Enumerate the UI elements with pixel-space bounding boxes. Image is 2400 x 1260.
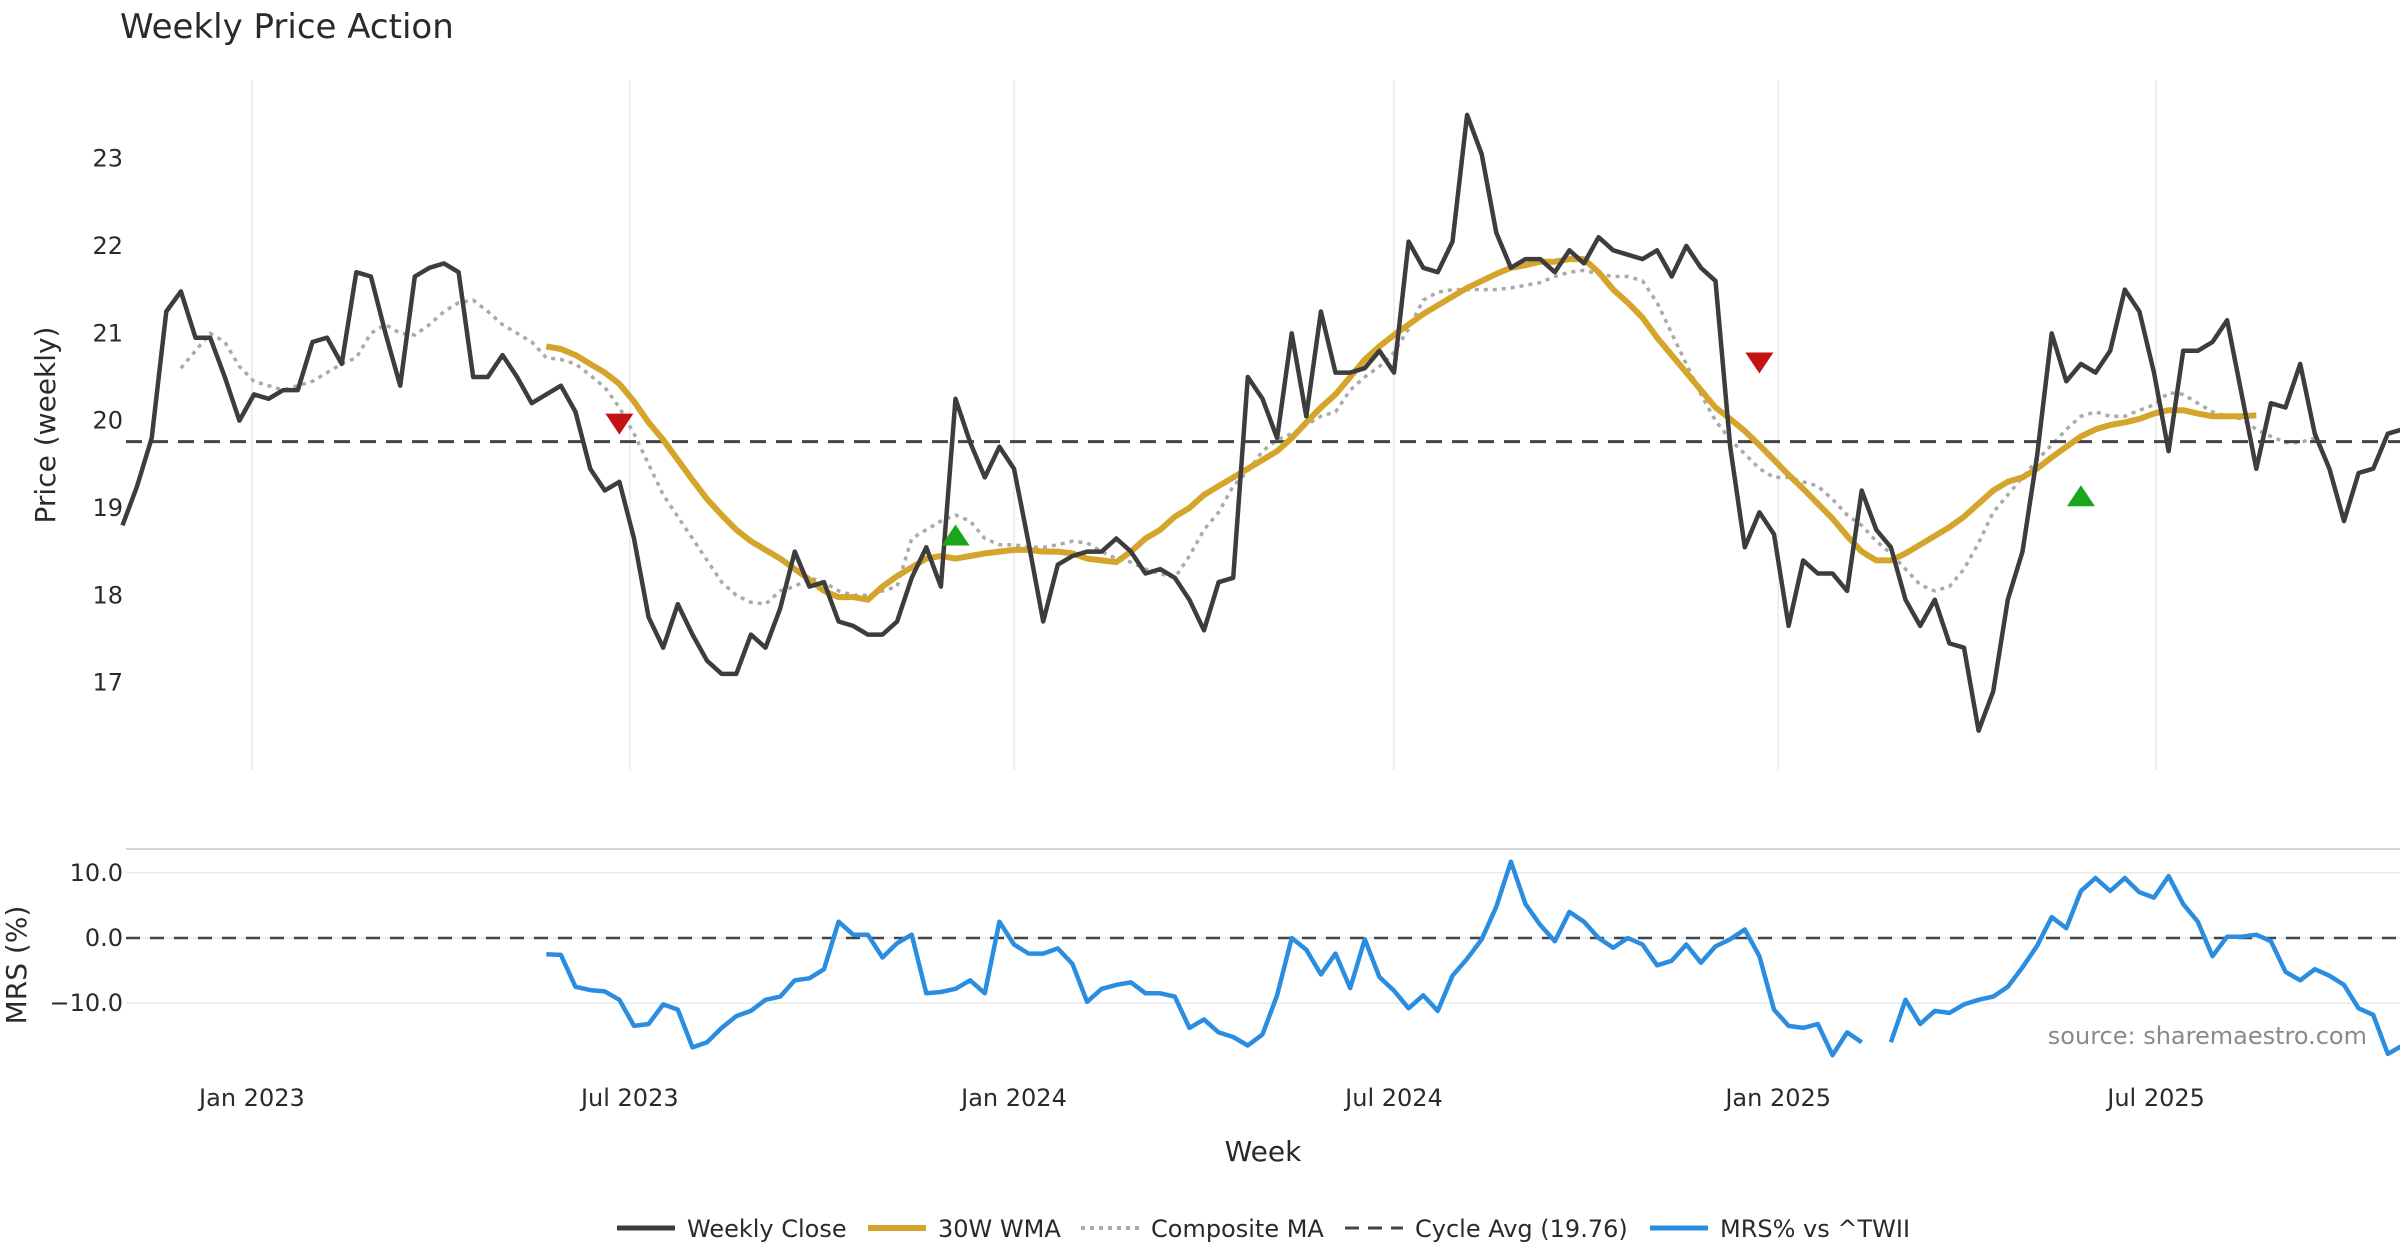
x-axis-label: Week <box>1225 1135 1302 1168</box>
price-series <box>120 112 2400 733</box>
price-y-tick-21: 21 <box>92 319 123 347</box>
series-composite-ma <box>179 268 2316 606</box>
x-tick-2: Jan 2024 <box>959 1084 1067 1112</box>
price-y-tick-18: 18 <box>92 581 123 609</box>
series-weekly-close <box>120 112 2400 733</box>
mrs-series <box>126 859 2400 1058</box>
x-tick-3: Jul 2024 <box>1343 1084 1443 1112</box>
source-label: source: sharemaestro.com <box>2048 1022 2367 1050</box>
legend-item-cycle-avg: Cycle Avg (19.76) <box>1345 1215 1628 1243</box>
x-axis-ticks: Jan 2023 Jul 2023 Jan 2024 Jul 2024 Jan 2025… <box>197 1084 2205 1112</box>
legend-label-mrs: MRS% vs ^TWII <box>1720 1215 1910 1243</box>
chart-title: Weekly Price Action <box>120 7 454 47</box>
price-y-tick-20: 20 <box>92 407 123 435</box>
mrs-y-ticks: 10.0 0.0 −10.0 <box>49 859 123 1017</box>
mrs-y-axis-label: MRS (%) <box>0 906 33 1025</box>
x-tick-4: Jan 2025 <box>1723 1084 1831 1112</box>
buy-signal-marker-3 <box>2066 485 2095 507</box>
price-y-tick-22: 22 <box>92 232 123 260</box>
legend-label-weekly-close: Weekly Close <box>687 1215 847 1243</box>
legend-item-composite-ma: Composite MA <box>1081 1215 1324 1243</box>
x-tick-0: Jan 2023 <box>197 1084 305 1112</box>
price-y-axis-label: Price (weekly) <box>29 327 62 524</box>
price-y-tick-17: 17 <box>92 669 123 697</box>
series-mrs <box>546 859 2400 1058</box>
price-y-ticks: 17 18 19 20 21 22 23 <box>92 145 123 697</box>
price-y-tick-23: 23 <box>92 145 123 173</box>
mrs-y-tick-2: −10.0 <box>49 989 123 1017</box>
legend-label-cycle-avg: Cycle Avg (19.76) <box>1415 1215 1628 1243</box>
legend-item-weekly-close: Weekly Close <box>617 1215 847 1243</box>
price-y-tick-19: 19 <box>92 494 123 522</box>
buy-signal-marker-1 <box>941 524 970 546</box>
legend: Weekly Close 30W WMA Composite MA Cycle Avg… <box>617 1215 1910 1243</box>
series-30w-wma <box>545 256 2257 603</box>
signal-markers <box>605 352 2095 546</box>
legend-item-30w-wma: 30W WMA <box>868 1215 1061 1243</box>
legend-label-composite-ma: Composite MA <box>1151 1215 1324 1243</box>
price-grid <box>251 80 2157 770</box>
legend-label-30w-wma: 30W WMA <box>938 1215 1061 1243</box>
sell-signal-marker-0 <box>605 413 634 435</box>
x-tick-5: Jul 2025 <box>2105 1084 2205 1112</box>
x-tick-1: Jul 2023 <box>579 1084 679 1112</box>
sell-signal-marker-2 <box>1745 352 1774 374</box>
mrs-y-tick-1: 0.0 <box>85 924 123 952</box>
legend-item-mrs: MRS% vs ^TWII <box>1650 1215 1910 1243</box>
mrs-y-tick-0: 10.0 <box>70 859 123 887</box>
